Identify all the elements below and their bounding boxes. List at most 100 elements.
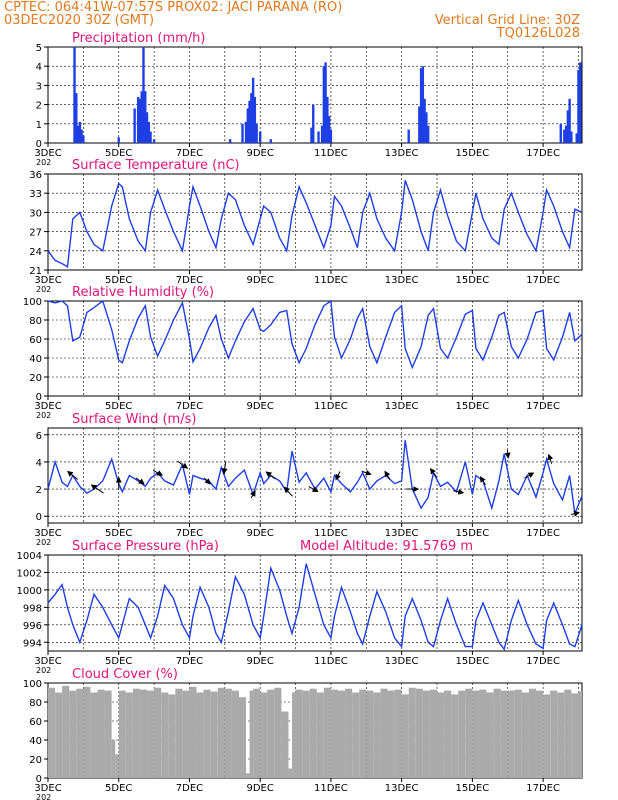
precip-bar — [310, 127, 313, 143]
panel-5: 0 20 40 60 80 100 3DEC 5DEC 7DEC 9DEC 11DEC 13DEC 15… — [23, 667, 583, 800]
precip-bar — [570, 131, 573, 143]
panel-title: Precipitation (mm/h) — [72, 31, 205, 46]
model-altitude-label: Model Altitude: 91.5769 m — [300, 539, 473, 554]
y-tick-label: 998 — [23, 603, 42, 614]
precip-bar — [312, 104, 315, 143]
x-tick-label: 13DEC — [385, 783, 419, 794]
y-tick-label: 36 — [29, 170, 42, 181]
y-tick-label: 27 — [29, 228, 42, 239]
cloud-bar — [330, 689, 338, 778]
x-year-label: 202 — [36, 285, 51, 294]
cloud-bar — [118, 690, 126, 778]
x-tick-label: 17DEC — [526, 528, 560, 539]
precip-bar — [566, 110, 570, 143]
y-tick-label: 100 — [23, 679, 42, 690]
y-tick-label: 996 — [23, 621, 42, 632]
y-tick-label: 20 — [29, 755, 42, 766]
x-year-label: 202 — [36, 666, 51, 675]
cloud-bar — [528, 688, 537, 778]
cloud-bar — [444, 690, 452, 778]
y-tick-label: 60 — [29, 717, 42, 728]
x-tick-label: 7DEC — [176, 401, 203, 412]
wind-arrow — [504, 449, 511, 459]
x-tick-label: 11DEC — [314, 656, 348, 667]
precip-bar — [246, 108, 250, 143]
cloud-bar — [493, 688, 501, 778]
y-tick-label: 0 — [36, 392, 42, 403]
wind-arrow — [90, 484, 104, 494]
x-tick-label: 7DEC — [176, 275, 203, 286]
cloud-bar — [571, 693, 579, 778]
wind-arrow — [135, 477, 145, 485]
panel-2: 0 20 40 60 80 100 3DEC 5DEC 7DEC 9DEC 11DEC 13DEC 15… — [23, 285, 583, 420]
precip-bar — [149, 131, 152, 143]
precip-bar — [269, 139, 272, 143]
x-tick-label: 3DEC — [34, 528, 61, 539]
wind-arrow — [361, 469, 372, 476]
cloud-bar — [429, 689, 438, 778]
precip-bar — [253, 96, 257, 143]
x-tick-label: 13DEC — [385, 528, 419, 539]
x-tick-label: 11DEC — [314, 148, 348, 159]
cloud-bar — [359, 689, 367, 778]
cloud-bar — [514, 689, 522, 778]
x-tick-label: 13DEC — [385, 401, 419, 412]
precip-bar — [425, 112, 428, 143]
precip-bar — [241, 123, 244, 143]
series-line — [47, 180, 583, 268]
station-title: CPTEC: 064:41W-07:57S PROX02: JACI PARAN… — [4, 0, 343, 15]
model-code: TQ0126L028 — [496, 26, 580, 41]
cloud-bar — [182, 690, 190, 778]
panel-frame — [47, 300, 583, 397]
cloud-bar — [76, 688, 84, 778]
y-tick-label: 3 — [36, 81, 42, 92]
x-tick-label: 11DEC — [314, 275, 348, 286]
cloud-bar — [387, 690, 395, 778]
wind-arrow — [453, 488, 465, 495]
x-tick-label: 17DEC — [526, 148, 560, 159]
wind-arrow — [479, 476, 486, 486]
panel-frame — [47, 427, 583, 524]
precip-bar — [322, 66, 326, 143]
y-tick-label: 80 — [29, 316, 42, 327]
x-tick-label: 5DEC — [105, 148, 132, 159]
cloud-bar — [139, 689, 148, 778]
y-tick-label: 2 — [36, 101, 42, 112]
y-tick-label: 4 — [36, 458, 42, 469]
x-tick-label: 15DEC — [456, 275, 490, 286]
cloud-bar — [210, 691, 218, 778]
wind-arrow — [429, 467, 437, 478]
y-tick-label: 994 — [23, 638, 42, 649]
cloud-bar — [125, 692, 133, 778]
forecast-date: 03DEC2020 30Z (GMT) — [4, 13, 155, 28]
y-tick-label: 20 — [29, 373, 42, 384]
cloud-bar — [345, 688, 353, 778]
precip-bar — [575, 133, 578, 143]
precip-bar — [78, 121, 82, 143]
x-tick-label: 9DEC — [246, 275, 273, 286]
wind-arrow — [250, 490, 256, 499]
y-tick-label: 40 — [29, 354, 42, 365]
cloud-bar — [83, 686, 91, 778]
y-tick-label: 21 — [29, 266, 42, 277]
x-tick-label: 15DEC — [456, 528, 490, 539]
x-tick-label: 13DEC — [385, 275, 419, 286]
cloud-bar — [479, 689, 487, 778]
x-tick-label: 11DEC — [314, 528, 348, 539]
y-tick-label: 4 — [36, 62, 42, 73]
precip-bar — [426, 125, 430, 143]
x-tick-label: 11DEC — [314, 783, 348, 794]
cloud-bar — [507, 690, 515, 778]
precip-bar — [142, 47, 145, 143]
panel-3: 0 2 4 6 3DEC 5DEC 7DEC 9DEC 11DEC 13DEC 15DEC 17DEC… — [34, 412, 583, 547]
y-tick-label: 0 — [36, 512, 42, 523]
cloud-bar — [337, 690, 346, 778]
precip-bar — [76, 125, 80, 143]
cloud-bar — [292, 692, 296, 778]
wind-arrow — [66, 470, 79, 480]
precip-bar — [250, 93, 253, 143]
precip-bar — [136, 96, 140, 143]
cloud-bar — [521, 692, 529, 778]
cloud-bar — [154, 687, 162, 778]
wind-arrow — [335, 471, 341, 481]
